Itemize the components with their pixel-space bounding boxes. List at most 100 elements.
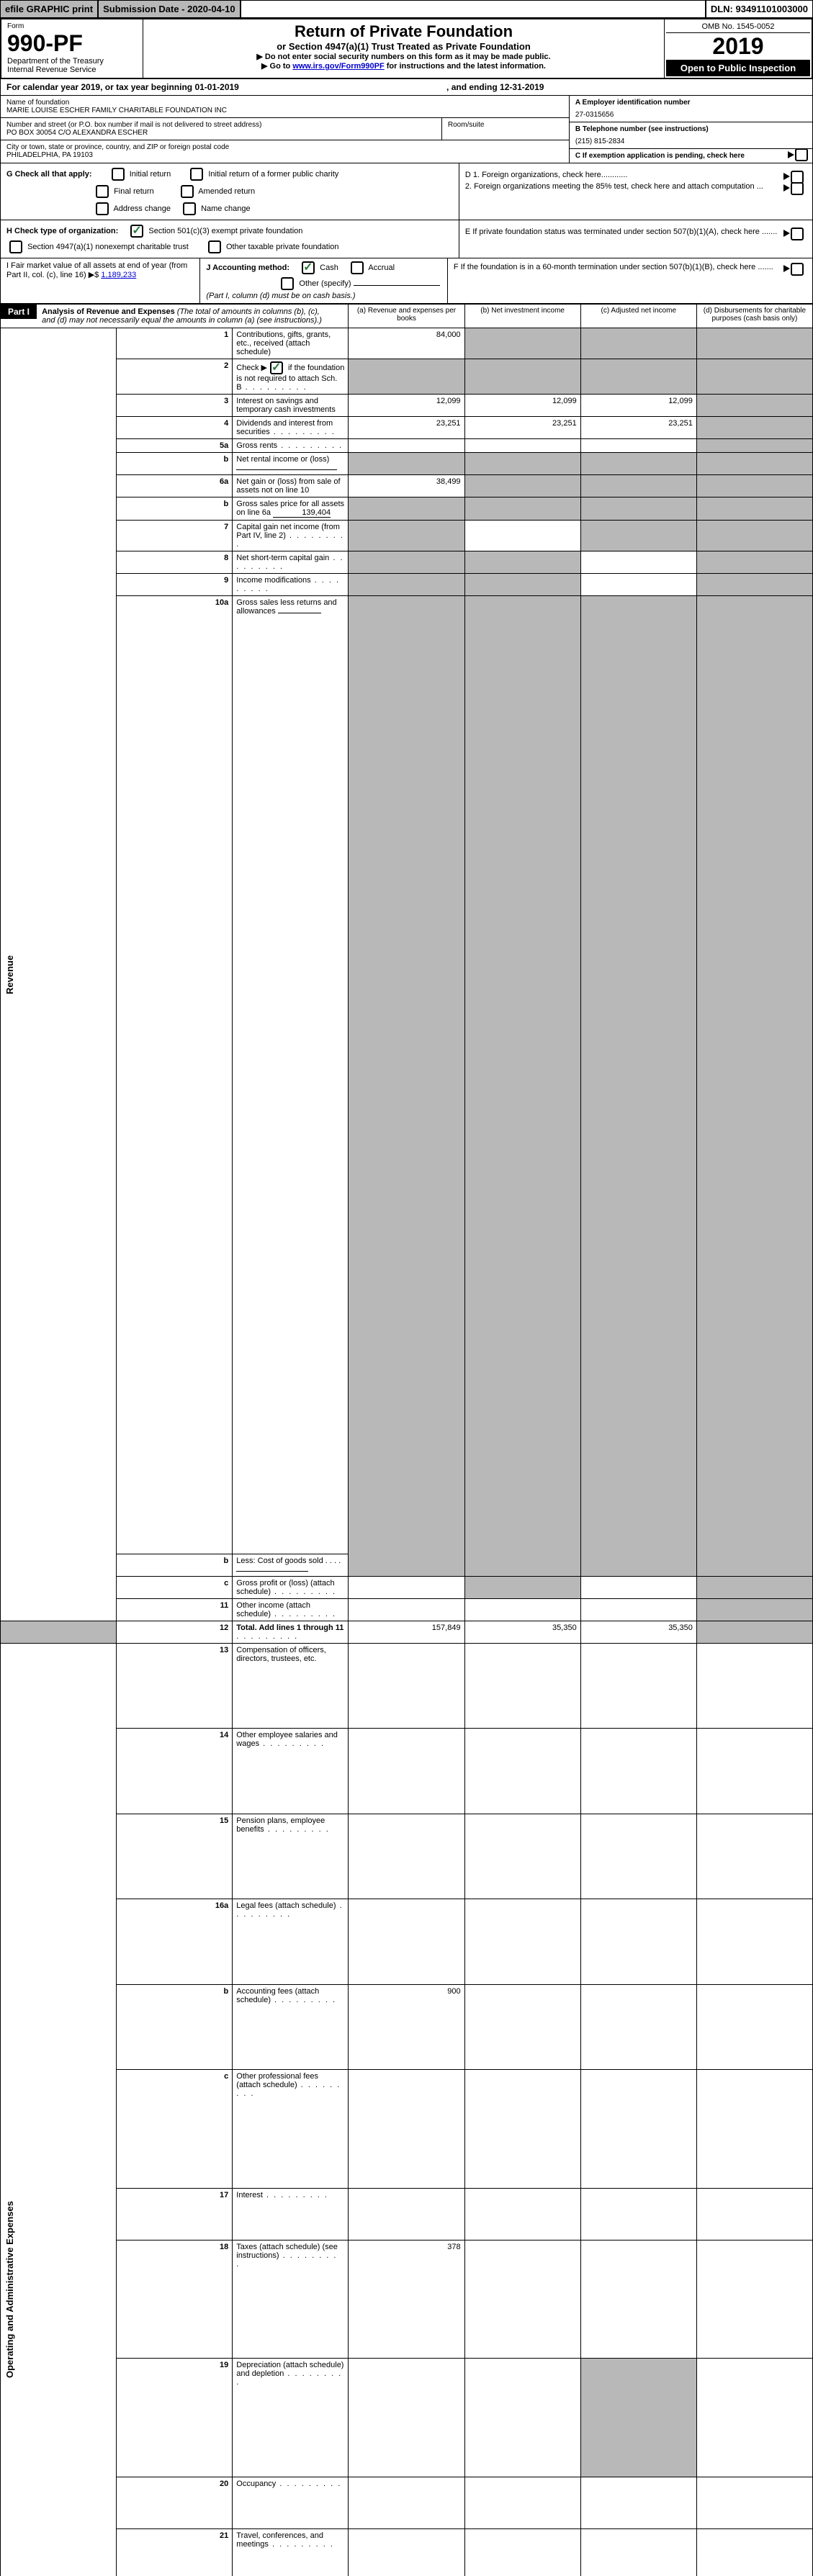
initial-return-checkbox[interactable] — [112, 168, 125, 181]
form-header: Form 990-PF Department of the Treasury I… — [0, 18, 813, 79]
e-checkbox[interactable] — [791, 228, 804, 240]
row-num: 19 — [117, 2359, 233, 2477]
f-checkbox[interactable] — [791, 263, 804, 276]
accrual-checkbox[interactable] — [351, 261, 364, 274]
section-h-e: H Check type of organization: Section 50… — [0, 220, 813, 258]
amt-a: 157,849 — [349, 1621, 464, 1644]
address-change-checkbox[interactable] — [96, 202, 109, 215]
name-change-checkbox[interactable] — [183, 202, 196, 215]
row-num: c — [117, 1577, 233, 1599]
row-num: 5a — [117, 439, 233, 453]
submission-date: Submission Date - 2020-04-10 — [98, 0, 241, 18]
row-desc: Contributions, gifts, grants, etc., rece… — [233, 328, 349, 359]
part1-badge: Part I — [1, 305, 37, 319]
amt-b: 35,350 — [464, 1621, 580, 1644]
row-num: 17 — [117, 2188, 233, 2241]
row-num: 11 — [117, 1599, 233, 1621]
row-desc: Occupancy — [233, 2477, 349, 2529]
e-label: E If private foundation status was termi… — [465, 228, 778, 236]
row-num: 9 — [117, 574, 233, 596]
amt-a: 23,251 — [349, 417, 464, 439]
row-num: 2 — [117, 359, 233, 395]
form-subtitle: or Section 4947(a)(1) Trust Treated as P… — [146, 41, 661, 52]
initial-public-checkbox[interactable] — [190, 168, 203, 181]
col-b-header: (b) Net investment income — [464, 305, 580, 328]
row-desc: Compensation of officers, directors, tru… — [233, 1644, 349, 1729]
foundation-name: MARIE LOUISE ESCHER FAMILY CHARITABLE FO… — [6, 107, 563, 114]
row-num: 1 — [117, 328, 233, 359]
other-taxable-checkbox[interactable] — [208, 240, 221, 253]
amt-a: 12,099 — [349, 395, 464, 417]
row-num: 4 — [117, 417, 233, 439]
amt-c: 35,350 — [580, 1621, 696, 1644]
arrow-icon — [783, 230, 790, 237]
initial-return-label: Initial return — [130, 170, 171, 179]
col-c-header: (c) Adjusted net income — [580, 305, 696, 328]
row-desc: Other income (attach schedule) — [233, 1599, 349, 1621]
amt-a: 84,000 — [349, 328, 464, 359]
arrow-icon — [788, 151, 794, 158]
row-num: 18 — [117, 2241, 233, 2359]
row-desc: Other professional fees (attach schedule… — [233, 2070, 349, 2188]
part1-title: Analysis of Revenue and Expenses — [42, 307, 175, 316]
other-method-checkbox[interactable] — [281, 277, 294, 290]
row-desc: Check ▶ if the foundation is not require… — [233, 359, 349, 395]
row-desc: Other employee salaries and wages — [233, 1729, 349, 1814]
row-num: 21 — [117, 2529, 233, 2576]
row-desc: Travel, conferences, and meetings — [233, 2529, 349, 2576]
row-num: b — [117, 1554, 233, 1577]
dept-treasury: Department of the Treasury — [7, 57, 137, 66]
address-label: Number and street (or P.O. box number if… — [6, 121, 436, 129]
form-title: Return of Private Foundation — [146, 22, 661, 41]
efile-print-button[interactable]: efile GRAPHIC print — [0, 0, 98, 18]
row-desc: Interest — [233, 2188, 349, 2241]
part1-table: Part I Analysis of Revenue and Expenses … — [0, 304, 813, 2576]
pending-checkbox[interactable] — [795, 148, 808, 161]
row-num: b — [117, 1984, 233, 2069]
row-desc: Net short-term capital gain — [233, 551, 349, 574]
form-label: Form — [7, 22, 137, 30]
amt-b: 23,251 — [464, 417, 580, 439]
ssn-warning: ▶ Do not enter social security numbers o… — [146, 52, 661, 61]
final-return-label: Final return — [114, 187, 154, 196]
foundation-address: PO BOX 30054 C/O ALEXANDRA ESCHER — [6, 129, 436, 137]
row-desc: Accounting fees (attach schedule) — [233, 1984, 349, 2069]
row-desc: Net gain or (loss) from sale of assets n… — [233, 475, 349, 497]
amended-checkbox[interactable] — [181, 185, 194, 198]
accrual-label: Accrual — [368, 264, 395, 272]
j-label: J Accounting method: — [206, 264, 289, 272]
row-desc: Net rental income or (loss) — [233, 453, 349, 475]
final-return-checkbox[interactable] — [96, 185, 109, 198]
row-desc: Legal fees (attach schedule) — [233, 1899, 349, 1984]
row-desc: Total. Add lines 1 through 11 — [233, 1621, 349, 1644]
amt-a: 38,499 — [349, 475, 464, 497]
name-label: Name of foundation — [6, 99, 563, 107]
top-bar: efile GRAPHIC print Submission Date - 20… — [0, 0, 813, 18]
section-g-d: G Check all that apply: Initial return I… — [0, 163, 813, 220]
exempt-pf-label: Section 501(c)(3) exempt private foundat… — [148, 227, 302, 235]
row-desc: Gross sales less returns and allowances — [233, 596, 349, 1554]
exempt-pf-checkbox[interactable] — [130, 225, 143, 238]
row-desc: Income modifications — [233, 574, 349, 596]
f-label: F If the foundation is in a 60-month ter… — [454, 263, 773, 271]
row-desc: Interest on savings and temporary cash i… — [233, 395, 349, 417]
irs-link[interactable]: www.irs.gov/Form990PF — [292, 62, 384, 71]
revenue-side-label: Revenue — [1, 328, 117, 1621]
row-num: 8 — [117, 551, 233, 574]
other-method-label: Other (specify) — [299, 279, 351, 288]
amt-a: 378 — [349, 2241, 464, 2359]
nonexempt-checkbox[interactable] — [9, 240, 22, 253]
fmv-value[interactable]: 1,189,233 — [101, 271, 136, 279]
row-desc: Gross rents — [233, 439, 349, 453]
d2-checkbox[interactable] — [791, 182, 804, 195]
col-a-header: (a) Revenue and expenses per books — [349, 305, 464, 328]
tax-year: 2019 — [666, 33, 810, 60]
address-change-label: Address change — [113, 204, 171, 213]
dln-number: DLN: 93491101003000 — [706, 0, 813, 18]
ein-value: 27-0315656 — [575, 111, 807, 119]
sch-b-checkbox[interactable] — [270, 361, 283, 374]
cash-checkbox[interactable] — [302, 261, 315, 274]
row-num: 20 — [117, 2477, 233, 2529]
row-desc: Gross sales price for all assets on line… — [233, 497, 349, 521]
row-num: 14 — [117, 1729, 233, 1814]
